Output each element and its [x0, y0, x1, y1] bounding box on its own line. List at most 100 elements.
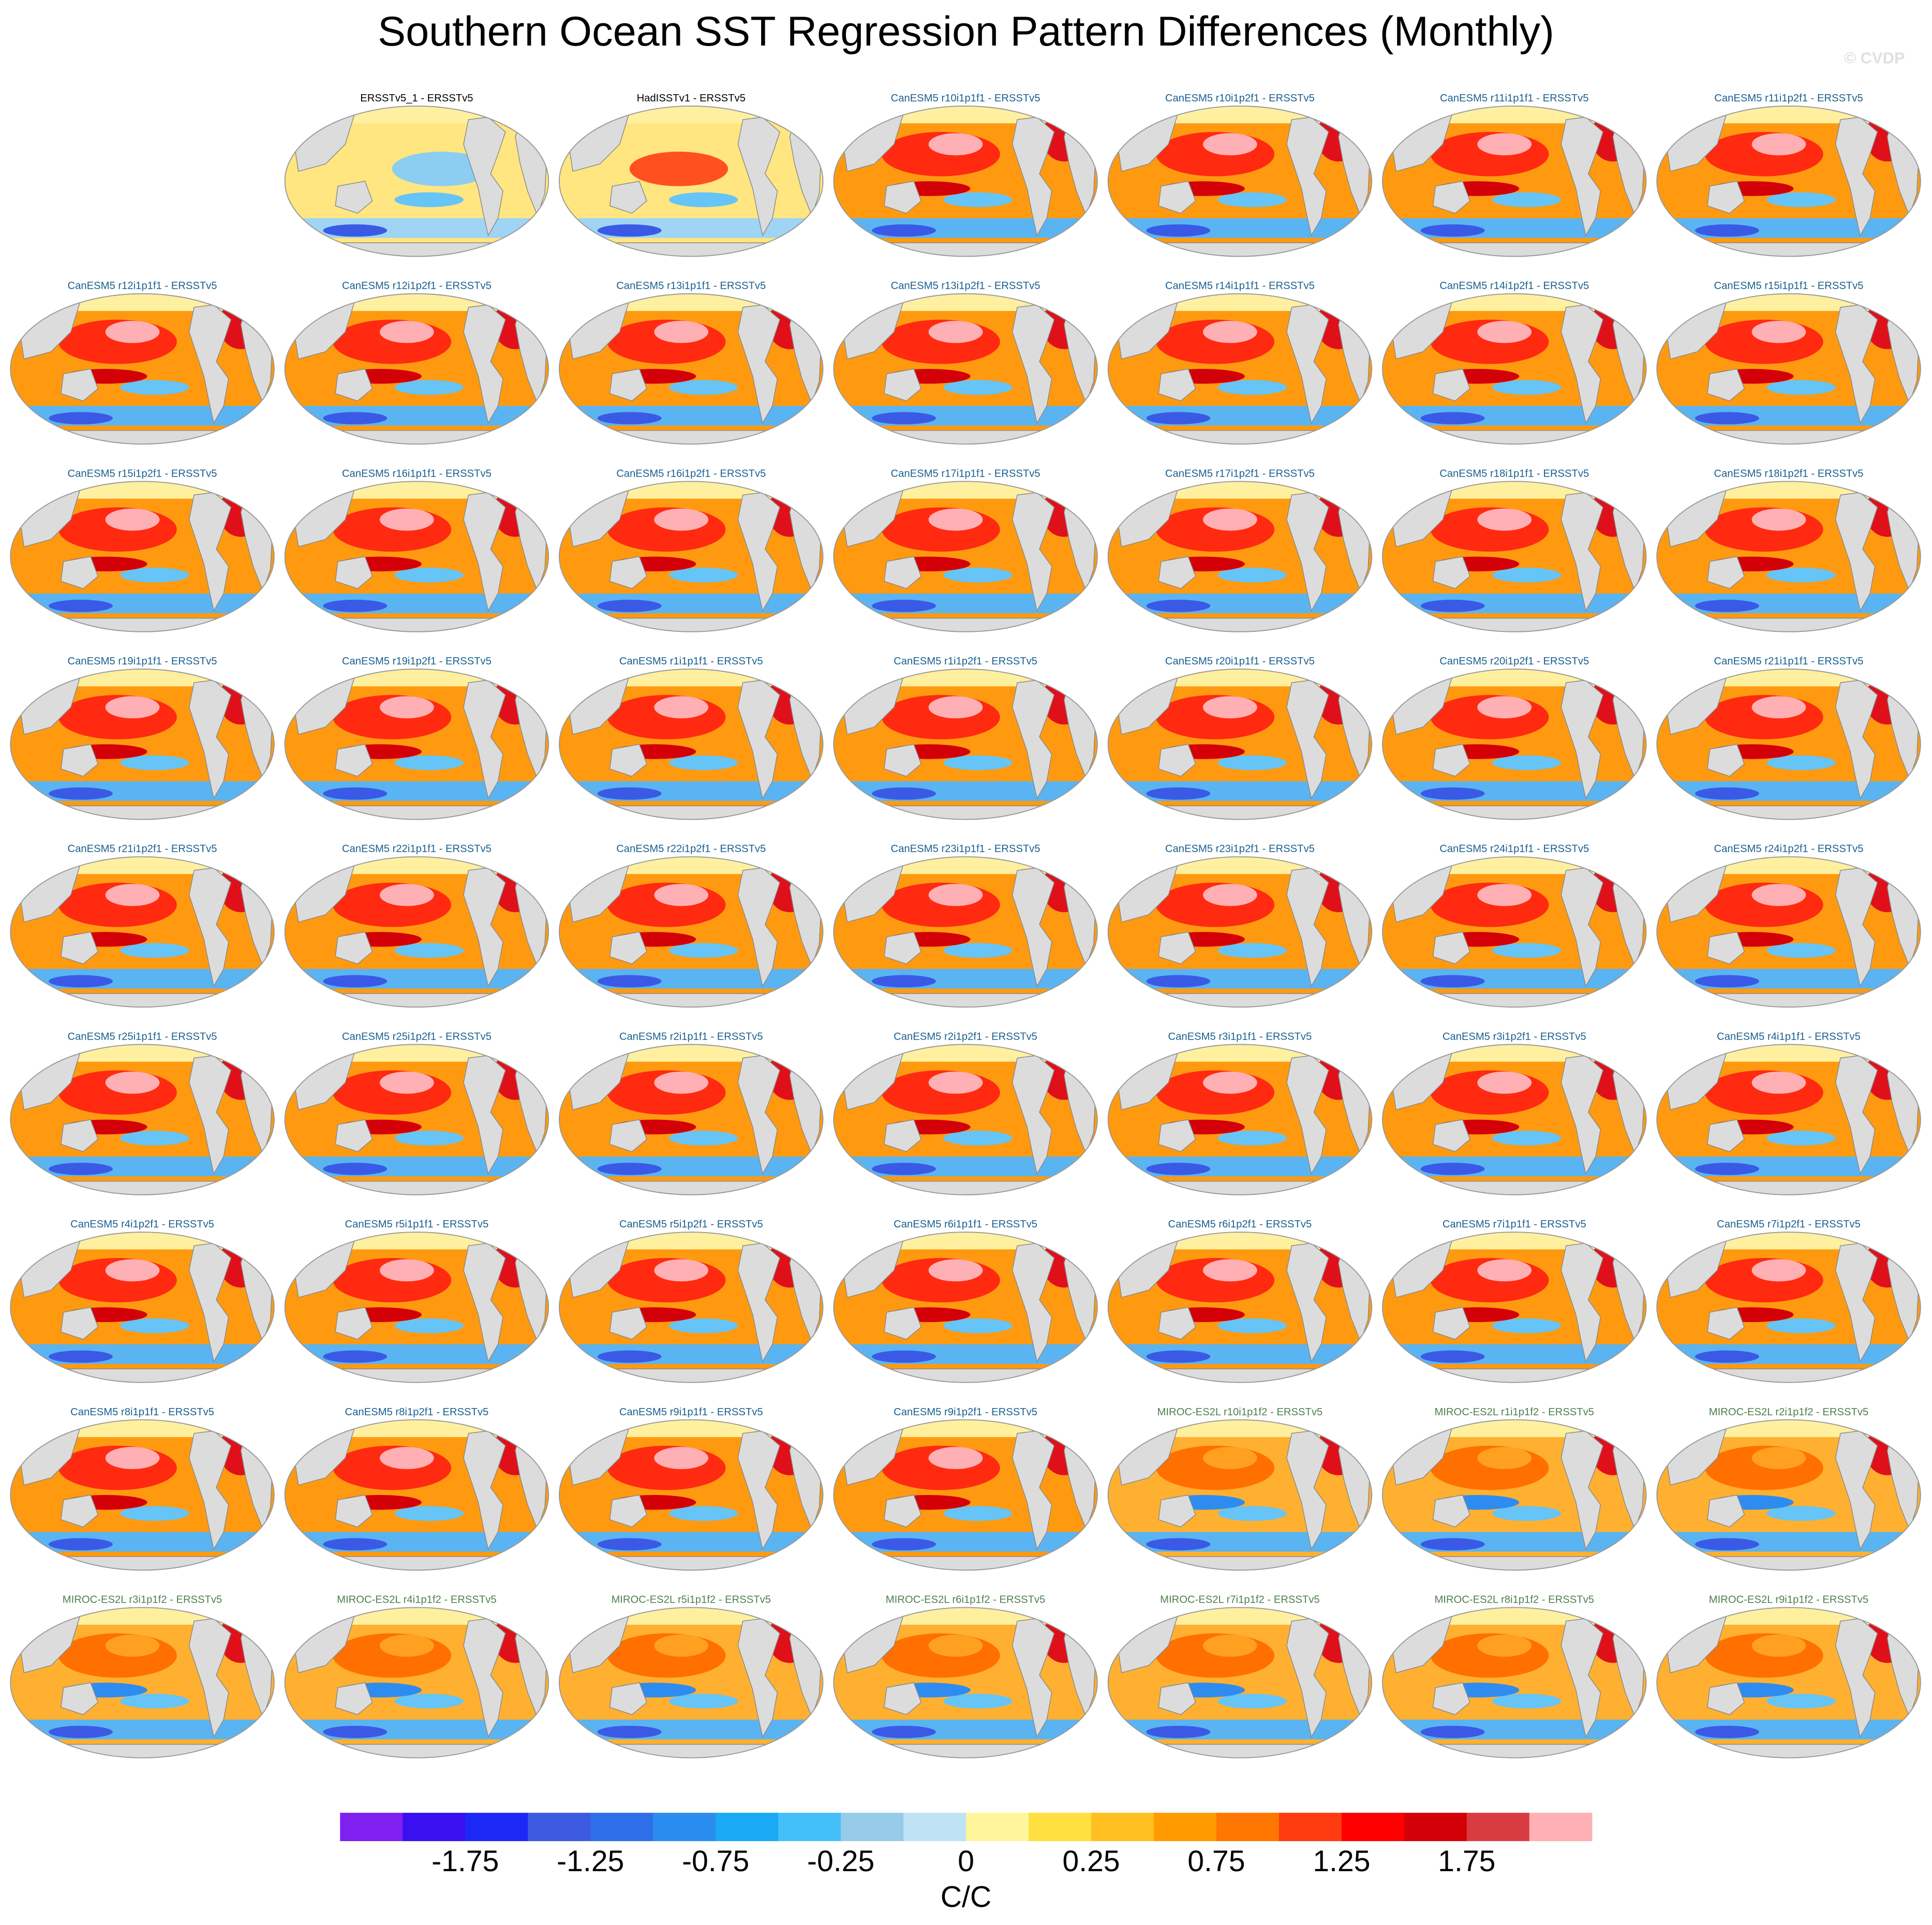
- land: [1561, 492, 1604, 612]
- land: [854, 617, 1077, 632]
- sst-field: [10, 481, 274, 499]
- sst-field: [1477, 1259, 1532, 1282]
- map-outline: [284, 669, 549, 820]
- land: [1835, 1618, 1878, 1738]
- map-panel: [1657, 1232, 1921, 1383]
- sst-field: [1420, 1162, 1485, 1175]
- sst-field: [120, 1318, 189, 1334]
- sst-field: [10, 1419, 274, 1438]
- sst-field: [597, 1538, 662, 1551]
- land: [609, 744, 647, 777]
- sst-field: [559, 856, 823, 875]
- map-outline: [284, 1044, 549, 1195]
- panel-title: CanESM5 r8i1p1f1 - ERSSTv5: [70, 1406, 214, 1418]
- map-panel: [10, 1044, 274, 1195]
- sst-field: [597, 1350, 662, 1363]
- land: [1835, 1055, 1878, 1175]
- sst-field: [1202, 1634, 1257, 1657]
- map-outline: [833, 856, 1098, 1008]
- sst-field: [1766, 943, 1836, 958]
- land: [305, 430, 528, 445]
- land: [1128, 242, 1351, 257]
- sst-field: [1382, 1232, 1646, 1250]
- watermark: © CVDP: [1844, 49, 1905, 67]
- map-outline: [833, 1419, 1098, 1571]
- colorbar-box: [1529, 1813, 1593, 1841]
- sst-field: [1382, 106, 1646, 124]
- land: [31, 1556, 254, 1571]
- sst-field: [323, 224, 388, 237]
- sst-field: [1695, 1162, 1759, 1175]
- sst-field: [1108, 1419, 1372, 1438]
- sst-field: [834, 481, 1097, 499]
- sst-field: [1146, 1162, 1211, 1175]
- map-outline: [10, 669, 275, 820]
- sst-field: [1751, 508, 1806, 531]
- land: [1561, 1055, 1604, 1175]
- sst-field: [559, 1232, 823, 1250]
- land: [305, 993, 528, 1008]
- land: [737, 867, 781, 987]
- map-panel: [285, 669, 549, 820]
- panel-title: CanESM5 r6i1p2f1 - ERSSTv5: [1168, 1219, 1312, 1230]
- map-outline: [833, 1607, 1098, 1758]
- panel-title: CanESM5 r3i1p2f1 - ERSSTv5: [1443, 1031, 1586, 1042]
- map-outline: [558, 293, 824, 445]
- map-outline: [558, 1419, 824, 1571]
- sst-field: [105, 508, 160, 531]
- sst-field: [834, 1419, 1097, 1438]
- sst-field: [1477, 1634, 1532, 1657]
- land: [335, 1307, 373, 1340]
- land: [1286, 492, 1329, 612]
- sst-field: [1751, 1634, 1806, 1657]
- land: [1432, 1682, 1470, 1715]
- land: [609, 556, 647, 589]
- map-outline: [1656, 1419, 1921, 1571]
- map-panel: [559, 1419, 823, 1571]
- colorbar-tick-label: 0.25: [1062, 1845, 1120, 1878]
- map-panel: [10, 856, 274, 1008]
- land: [737, 1430, 781, 1550]
- sst-field: [1420, 787, 1485, 800]
- sst-field: [1477, 321, 1532, 343]
- land: [580, 1180, 802, 1195]
- panel-title: CanESM5 r19i1p1f1 - ERSSTv5: [68, 656, 217, 667]
- land: [884, 368, 922, 402]
- land: [884, 1119, 922, 1152]
- map-outline: [1656, 1232, 1921, 1383]
- sst-field: [597, 975, 662, 988]
- sst-field: [379, 1259, 434, 1282]
- panel-title: MIROC-ES2L r9i1p1f2 - ERSSTv5: [1709, 1594, 1869, 1605]
- sst-field: [597, 224, 662, 237]
- sst-field: [872, 975, 936, 988]
- map-outline: [10, 293, 275, 445]
- map-outline: [1381, 293, 1647, 445]
- sst-field: [10, 1232, 274, 1250]
- map-outline: [1656, 105, 1921, 257]
- sst-field: [1108, 1607, 1372, 1625]
- map-outline: [1381, 856, 1647, 1008]
- land: [1403, 1556, 1626, 1571]
- sst-field: [1695, 224, 1759, 237]
- land: [31, 805, 254, 820]
- land: [884, 181, 922, 214]
- colorbar-box: [841, 1813, 904, 1841]
- sst-field: [943, 568, 1013, 583]
- land: [31, 1744, 254, 1758]
- sst-field: [943, 192, 1013, 208]
- sst-field: [872, 787, 936, 800]
- sst-field: [928, 133, 983, 156]
- land: [1432, 1119, 1470, 1152]
- map-outline: [1381, 481, 1647, 632]
- sst-field: [392, 152, 491, 186]
- land: [1707, 181, 1745, 214]
- land: [61, 1307, 99, 1340]
- sst-field: [654, 884, 709, 906]
- map-outline: [284, 1607, 549, 1758]
- sst-field: [1420, 1350, 1485, 1363]
- land: [1286, 1055, 1329, 1175]
- sst-field: [1202, 1447, 1257, 1469]
- sst-field: [105, 321, 160, 343]
- land: [1286, 116, 1329, 236]
- panel-title: MIROC-ES2L r10i1p1f2 - ERSSTv5: [1157, 1406, 1323, 1418]
